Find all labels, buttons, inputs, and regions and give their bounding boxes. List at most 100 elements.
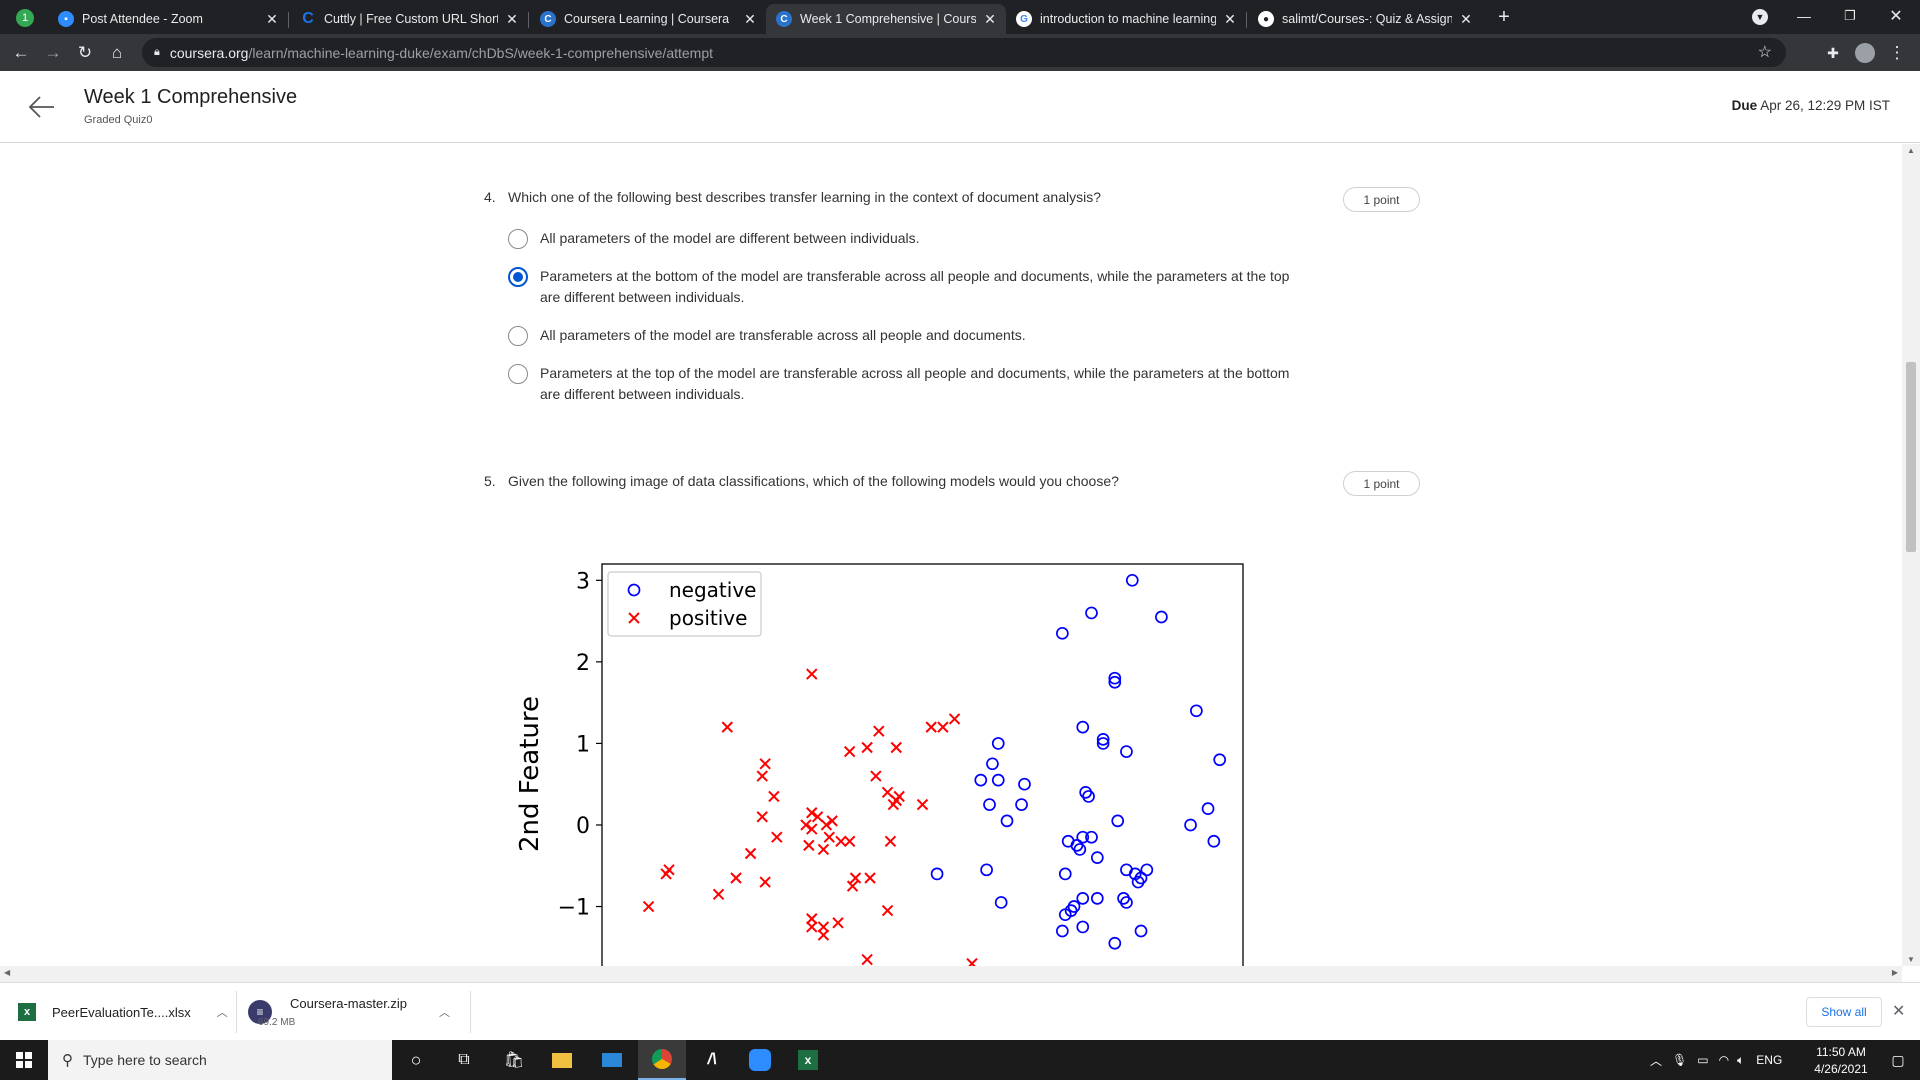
task-view-icon[interactable]: ⧉ xyxy=(458,1051,470,1068)
scrollbar-thumb[interactable] xyxy=(1906,362,1916,552)
question-number: 5. xyxy=(484,473,496,489)
tab-google-search[interactable]: G introduction to machine learning ✕ xyxy=(1006,4,1246,34)
data-point-negative xyxy=(1073,843,1087,856)
close-icon[interactable]: ✕ xyxy=(266,10,278,27)
data-point-positive xyxy=(806,921,818,933)
restore-button[interactable]: ❐ xyxy=(1844,8,1856,23)
close-icon[interactable]: ✕ xyxy=(506,10,518,27)
chrome-icon[interactable] xyxy=(638,1040,686,1080)
taskbar-search-box[interactable]: ⚲ Type here to search xyxy=(48,1040,392,1080)
show-all-downloads-button[interactable]: Show all xyxy=(1806,997,1882,1027)
data-point-negative xyxy=(1000,814,1014,828)
bookmark-star-icon[interactable]: ☆ xyxy=(1757,44,1772,61)
excel-app-icon[interactable]: x xyxy=(784,1040,832,1080)
data-point-negative xyxy=(1096,732,1110,746)
radio-button[interactable] xyxy=(508,229,528,249)
answer-option[interactable]: Parameters at the bottom of the model ar… xyxy=(508,266,1290,308)
tab-github[interactable]: ● salimt/Courses-: Quiz & Assignm ✕ xyxy=(1248,4,1482,34)
close-icon[interactable]: ✕ xyxy=(744,10,756,27)
radio-button[interactable] xyxy=(508,326,528,346)
clock[interactable]: 11:50 AM 4/26/2021 xyxy=(1804,1040,1878,1080)
data-point-positive xyxy=(756,811,768,823)
tab-week1-comprehensive[interactable]: C Week 1 Comprehensive | Coursera ✕ xyxy=(766,4,1006,34)
mail-icon[interactable] xyxy=(588,1040,636,1080)
close-icon[interactable]: ✕ xyxy=(984,10,996,27)
chevron-up-icon[interactable]: ︿ xyxy=(1650,1053,1663,1068)
zoom-app-icon[interactable] xyxy=(736,1040,784,1080)
app-icon[interactable]: /\ xyxy=(707,1051,717,1068)
home-icon[interactable]: ⌂ xyxy=(111,43,123,62)
data-point-positive xyxy=(806,668,818,680)
download-item[interactable]: x PeerEvaluationTe....xlsx ︿ xyxy=(18,983,228,1041)
extensions-puzzle-icon[interactable]: ✚ xyxy=(1827,44,1839,61)
battery-icon[interactable]: ▭ xyxy=(1697,1053,1709,1067)
new-tab-button[interactable]: + xyxy=(1498,5,1510,28)
browser-menu-icon[interactable]: ⋮ xyxy=(1888,43,1906,62)
points-badge: 1 point xyxy=(1343,471,1420,496)
url-host: coursera.org xyxy=(169,44,249,61)
chevron-up-icon[interactable]: ︿ xyxy=(439,1007,451,1019)
back-arrow-icon[interactable]: ← xyxy=(12,43,30,62)
chevron-up-icon[interactable]: ︿ xyxy=(216,1007,228,1019)
lock-icon[interactable]: 🔒︎ xyxy=(154,46,160,58)
notification-icon[interactable]: ▢ xyxy=(1891,1051,1905,1068)
data-point-positive xyxy=(806,807,818,819)
zoom-notification-icon[interactable]: 1 xyxy=(16,9,34,27)
data-point-negative xyxy=(1015,798,1028,811)
close-window-button[interactable]: ✕ xyxy=(1889,8,1903,25)
data-point-negative xyxy=(1108,671,1122,685)
close-icon[interactable]: ✕ xyxy=(1224,10,1236,27)
tab-cuttly[interactable]: C Cuttly | Free Custom URL Shorten ✕ xyxy=(290,4,528,34)
language-indicator[interactable]: ENG xyxy=(1756,1053,1783,1067)
data-point-positive xyxy=(881,904,894,917)
answer-option[interactable]: Parameters at the top of the model are t… xyxy=(508,363,1290,405)
forward-arrow-icon[interactable]: → xyxy=(44,43,62,62)
answer-option[interactable]: All parameters of the model are differen… xyxy=(508,228,1290,249)
vertical-scrollbar[interactable]: ▲ ▼ xyxy=(1902,144,1920,966)
store-icon[interactable]: 🛍︎ xyxy=(503,1052,525,1069)
data-point-negative xyxy=(1184,818,1197,832)
horizontal-scrollbar[interactable]: ◀ ▶ xyxy=(0,966,1902,982)
radio-button-selected[interactable] xyxy=(508,267,528,287)
data-point-negative xyxy=(1085,606,1098,620)
download-separator xyxy=(236,991,237,1033)
tab-search-icon[interactable]: ▼ xyxy=(1752,9,1768,25)
download-item[interactable]: ≡ Coursera-master.zip 69.2 MB ︿ xyxy=(248,983,458,1041)
answer-option-label: All parameters of the model are differen… xyxy=(540,230,920,246)
data-point-positive xyxy=(806,913,818,925)
excel-file-icon: x xyxy=(18,1003,36,1021)
volume-icon[interactable]: 🔈︎ xyxy=(1737,1052,1745,1067)
address-bar[interactable]: 🔒︎ coursera.org/learn/machine-learning-d… xyxy=(142,38,1786,67)
data-point-positive xyxy=(870,770,882,782)
github-icon: ● xyxy=(1258,11,1274,27)
microphone-icon[interactable]: 🎙︎ xyxy=(1672,1053,1688,1067)
scroll-down-arrow-icon[interactable]: ▼ xyxy=(1907,955,1915,964)
tab-separator xyxy=(1246,12,1247,28)
minimize-button[interactable]: — xyxy=(1797,8,1811,24)
profile-avatar-icon[interactable] xyxy=(1854,42,1876,64)
windows-start-icon[interactable] xyxy=(0,1040,48,1080)
scroll-left-arrow-icon[interactable]: ◀ xyxy=(4,968,11,977)
coursera-icon: C xyxy=(540,11,556,27)
close-downloads-icon[interactable]: ✕ xyxy=(1892,1003,1906,1020)
cortana-icon[interactable]: ○ xyxy=(410,1049,422,1070)
file-explorer-icon[interactable] xyxy=(538,1040,586,1080)
radio-button[interactable] xyxy=(508,364,528,384)
tab-title: Post Attendee - Zoom xyxy=(82,12,203,26)
scatter-plot: 3 2 1 0 −1 2nd Feature negative positive xyxy=(515,563,1244,966)
tab-coursera-learning[interactable]: C Coursera Learning | Coursera ✕ xyxy=(530,4,766,34)
data-point-negative xyxy=(1108,936,1122,950)
wifi-icon[interactable]: ◠ xyxy=(1718,1053,1730,1067)
answer-option[interactable]: All parameters of the model are transfer… xyxy=(508,325,1290,346)
scroll-up-arrow-icon[interactable]: ▲ xyxy=(1907,146,1915,155)
data-point-negative xyxy=(1018,777,1031,791)
legend-marker-positive xyxy=(628,612,640,624)
cuttly-icon: C xyxy=(302,10,314,27)
back-arrow-icon[interactable] xyxy=(26,93,58,121)
y-axis-label: 2nd Feature xyxy=(515,696,545,852)
reload-icon[interactable]: ↻ xyxy=(77,43,93,62)
close-icon[interactable]: ✕ xyxy=(1460,10,1472,27)
tab-zoom[interactable]: ▪ Post Attendee - Zoom ✕ xyxy=(48,4,288,34)
scroll-right-arrow-icon[interactable]: ▶ xyxy=(1891,968,1898,977)
zip-archive-icon: ≡ xyxy=(248,1000,272,1024)
